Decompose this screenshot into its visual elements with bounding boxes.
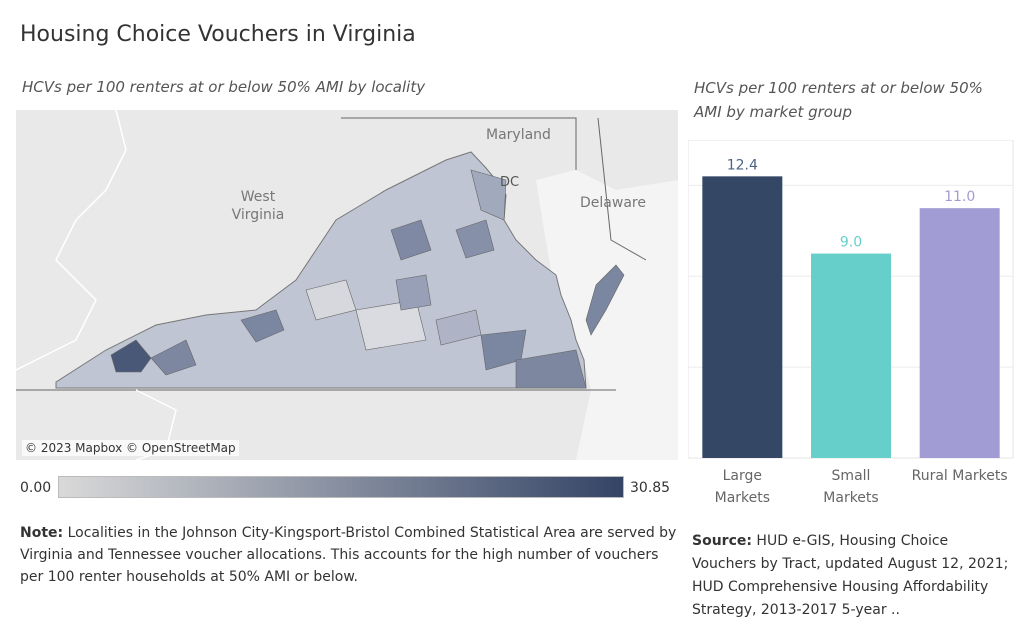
note: Note: Localities in the Johnson City-Kin… (20, 522, 680, 588)
market-group-bar-chart: 12.4 Large Markets 9.0 Small Markets 11.0 Rural… (687, 139, 1014, 520)
locality (470, 169, 507, 221)
category-label-1-0: Small (832, 468, 871, 484)
note-label: Note: (20, 525, 64, 541)
label-west-virginia-line2: Virginia (231, 207, 285, 223)
map-attribution[interactable]: © 2023 Mapbox © OpenStreetMap (22, 440, 239, 456)
bar-value-label-0: 12.4 (727, 157, 758, 173)
map-water (536, 170, 678, 460)
label-west-virginia: West Virginia (228, 188, 288, 224)
bar-value-label-2: 11.0 (944, 189, 975, 205)
map-border-wv (16, 110, 127, 371)
locality-hampton-roads (515, 349, 587, 389)
locality (390, 219, 432, 261)
locality-eastern-shore (585, 264, 625, 336)
page-title: Housing Choice Vouchers in Virginia (20, 22, 416, 47)
category-label-0-0: Large (723, 468, 762, 484)
bar-0[interactable] (702, 176, 783, 458)
bar-1[interactable] (811, 253, 891, 458)
category-label-1-1: Markets (823, 490, 878, 506)
legend-max: 30.85 (630, 480, 671, 496)
label-maryland: Maryland (486, 127, 551, 143)
locality-johnson-city-area (110, 339, 152, 373)
map-subtitle: HCVs per 100 renters at or below 50% AMI… (22, 78, 426, 96)
virginia-map[interactable]: Maryland DC Delaware West Virginia © 202… (16, 110, 678, 460)
map-border-md (341, 117, 577, 170)
category-label-0-1: Markets (715, 490, 770, 506)
map-canvas (16, 110, 678, 460)
legend-min: 0.00 (20, 480, 52, 496)
locality (395, 274, 432, 311)
label-west-virginia-line1: West (240, 189, 276, 205)
locality (355, 299, 427, 351)
category-label-2-0: Rural Markets (912, 468, 1008, 484)
locality (150, 339, 197, 376)
locality (435, 309, 482, 346)
bar-value-label-1: 9.0 (840, 235, 862, 251)
locality (455, 219, 495, 259)
label-delaware: Delaware (580, 195, 646, 211)
legend-color-ramp (58, 476, 624, 498)
locality (240, 309, 285, 343)
bar-2[interactable] (919, 208, 1000, 458)
note-text: Localities in the Johnson City-Kingsport… (20, 525, 677, 585)
source-text: HUD e-GIS, Housing Choice Vouchers by Tr… (692, 533, 1009, 618)
chart-subtitle: HCVs per 100 renters at or below 50% AMI… (694, 79, 983, 121)
source-label: Source: (692, 533, 752, 549)
bar-chart-svg: 12.4 Large Markets 9.0 Small Markets 11.0 Rural… (687, 139, 1014, 506)
source: Source: HUD e-GIS, Housing Choice Vouche… (692, 530, 1012, 622)
label-dc: DC (500, 175, 520, 190)
map-border-de (597, 117, 647, 261)
